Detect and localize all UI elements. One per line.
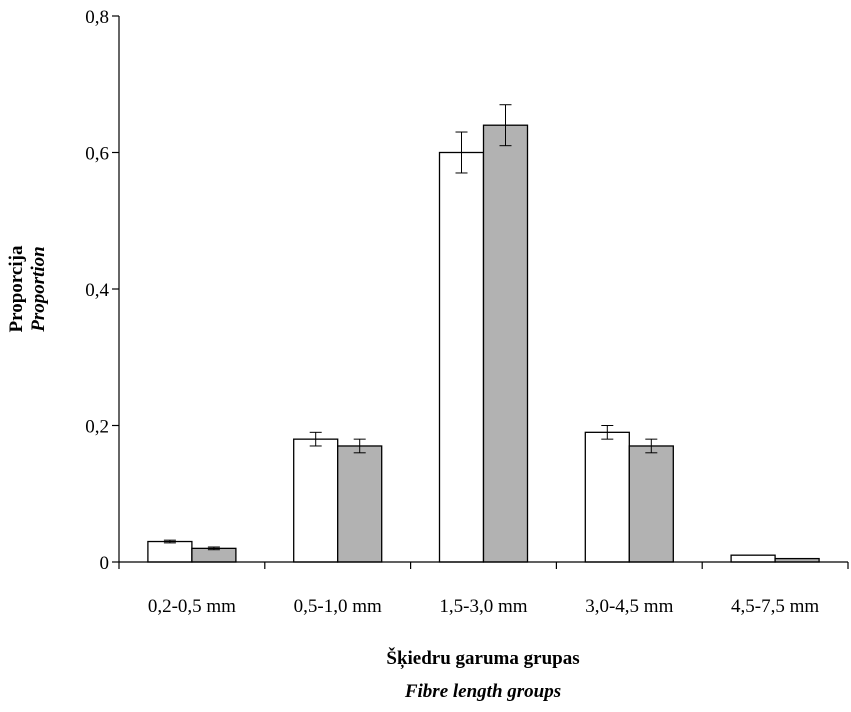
bar xyxy=(730,554,776,563)
y-tick-label: 0,6 xyxy=(85,144,109,165)
y-axis-title-en: Proportion xyxy=(28,246,49,333)
x-tick-label: 1,5-3,0 mm xyxy=(439,596,527,617)
x-axis-title: Šķiedru garuma grupas xyxy=(386,647,579,669)
bar xyxy=(191,547,237,563)
bar xyxy=(293,438,339,563)
bar xyxy=(482,124,529,563)
bar xyxy=(147,540,193,563)
x-tick-label: 3,0-4,5 mm xyxy=(585,596,673,617)
bar xyxy=(337,445,383,563)
y-tick-label: 0,4 xyxy=(85,280,109,301)
x-ticks: 0,2-0,5 mm 0,5-1,0 mm 1,5-3,0 mm 3,0-4,5 mm… xyxy=(118,562,849,617)
x-tick-label: 4,5-7,5 mm xyxy=(731,596,819,617)
y-ticks: 0 0,2 0,4 0,6 0,8 xyxy=(85,7,119,574)
x-tick-label: 0,2-0,5 mm xyxy=(148,596,236,617)
y-axis-title: Proporcija xyxy=(6,245,27,332)
x-tick-label: 0,5-1,0 mm xyxy=(294,596,382,617)
bars-layer xyxy=(147,124,820,563)
bar xyxy=(438,151,485,563)
x-axis-title-en: Fibre length groups xyxy=(404,681,561,702)
y-tick-label: 0,2 xyxy=(85,417,109,438)
axis-titles: Šķiedru garuma grupas Fibre length group… xyxy=(6,245,580,702)
bar xyxy=(584,431,630,563)
bar xyxy=(628,445,674,563)
y-tick-label: 0 xyxy=(100,553,110,574)
error-bars-layer xyxy=(163,104,658,551)
y-tick-label: 0,8 xyxy=(85,7,109,28)
